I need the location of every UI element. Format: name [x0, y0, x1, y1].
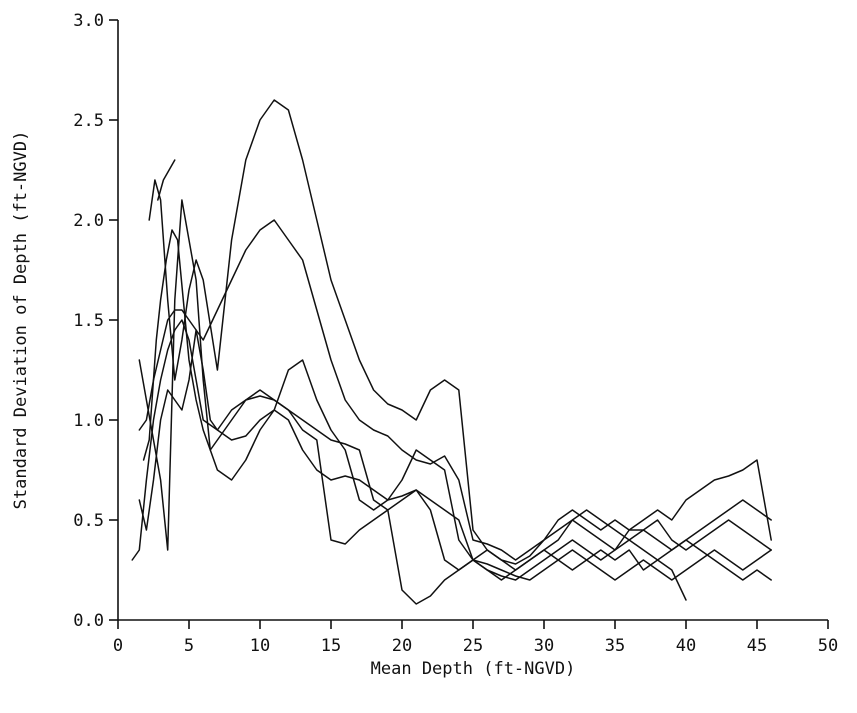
- x-tick-label: 20: [392, 636, 412, 656]
- x-axis-title: Mean Depth (ft-NGVD): [371, 659, 576, 679]
- series-line: [138, 329, 772, 581]
- x-tick-label: 5: [184, 636, 194, 656]
- x-tick-label: 30: [534, 636, 554, 656]
- x-tick-label: 50: [818, 636, 838, 656]
- series-layer: [131, 99, 772, 605]
- series-line: [148, 99, 687, 601]
- y-tick-label: 2.0: [73, 211, 104, 231]
- x-tick-label: 45: [747, 636, 767, 656]
- series-line: [138, 199, 772, 571]
- y-tick-label: 1.5: [73, 311, 104, 331]
- x-tick-label: 40: [676, 636, 696, 656]
- y-ticks: 0.0 0.5 1.0 1.5 2.0 2.5 3.0: [73, 11, 118, 631]
- series-line: [131, 319, 772, 605]
- y-tick-label: 3.0: [73, 11, 104, 31]
- x-ticks: 0 5 10 15 20 25 30 35 40 45 50: [113, 620, 838, 656]
- y-tick-label: 2.5: [73, 111, 104, 131]
- y-axis-title: Standard Deviation of Depth (ft-NGVD): [11, 131, 31, 510]
- series-line: [157, 159, 176, 201]
- y-tick-label: 1.0: [73, 411, 104, 431]
- x-tick-label: 35: [605, 636, 625, 656]
- x-tick-label: 15: [321, 636, 341, 656]
- x-tick-label: 25: [463, 636, 483, 656]
- series-line: [138, 219, 772, 561]
- x-tick-label: 10: [250, 636, 270, 656]
- y-tick-label: 0.0: [73, 611, 104, 631]
- x-tick-label: 0: [113, 636, 123, 656]
- y-tick-label: 0.5: [73, 511, 104, 531]
